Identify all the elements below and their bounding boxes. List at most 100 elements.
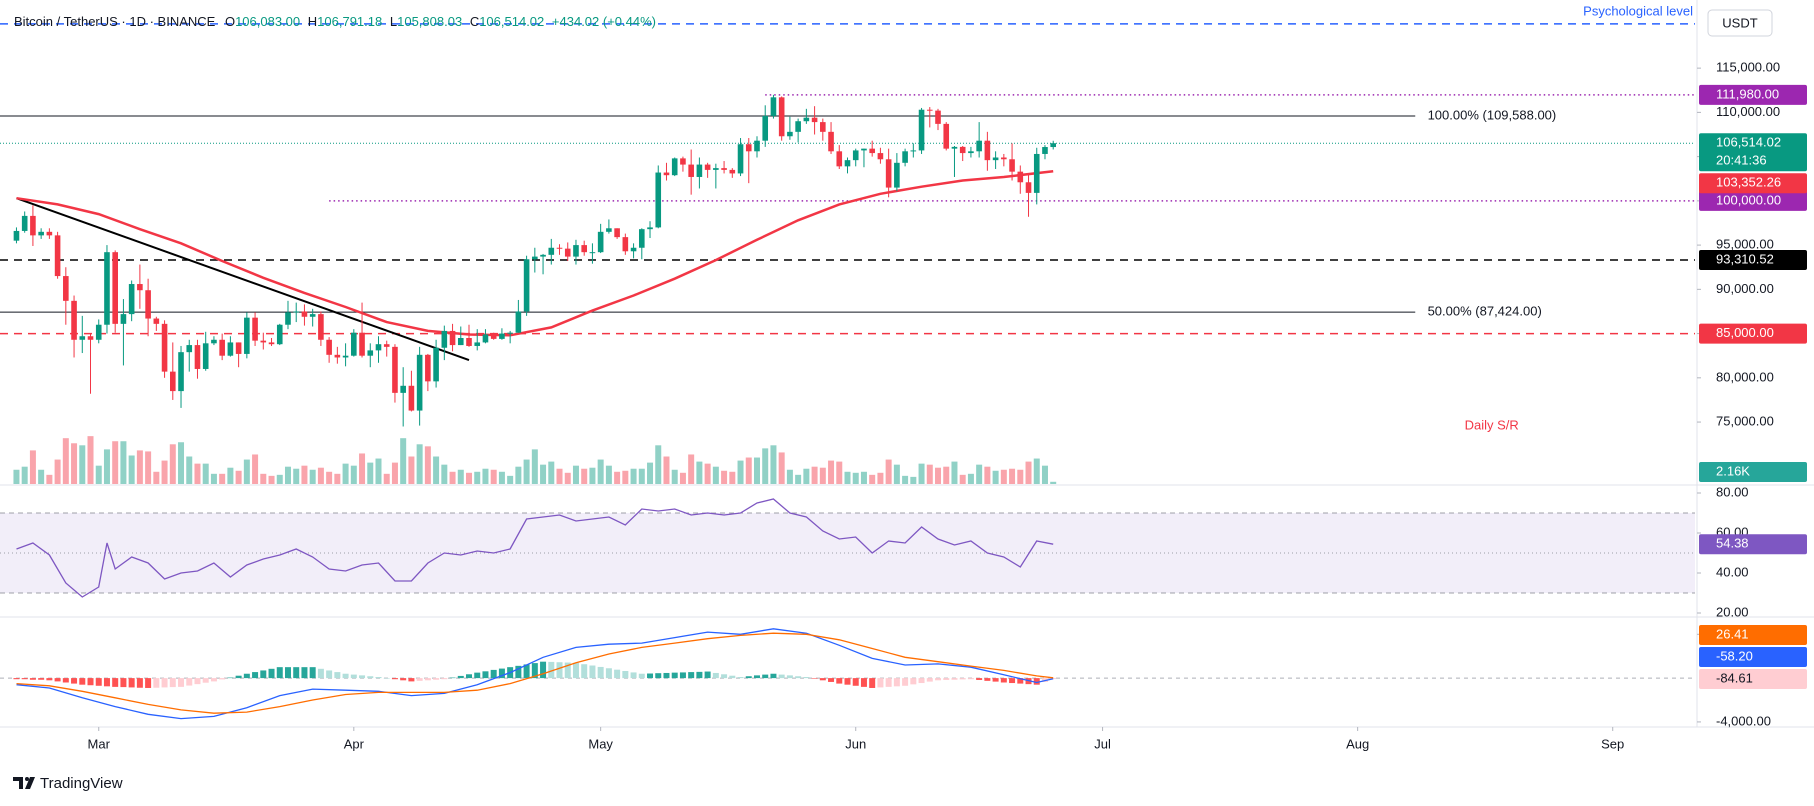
- candle-body: [754, 140, 760, 152]
- candle-body: [721, 168, 727, 170]
- candle-body: [392, 346, 398, 393]
- candle-body: [902, 151, 908, 163]
- candle-body: [713, 168, 719, 170]
- macd-line: [16, 628, 1054, 720]
- volume-bar: [762, 448, 769, 484]
- candle-body: [647, 227, 653, 230]
- volume-bar: [441, 464, 448, 484]
- histogram-bar: [597, 666, 604, 679]
- y-tick-label: 110,000.00: [1716, 104, 1780, 119]
- volume-bar: [235, 470, 242, 484]
- volume-bar: [95, 465, 102, 484]
- histogram-bar: [910, 678, 917, 685]
- histogram-bar: [383, 678, 390, 679]
- candle-body: [334, 354, 341, 358]
- volume-bar: [449, 471, 456, 484]
- histogram-bar: [614, 669, 621, 679]
- histogram-bar: [630, 672, 637, 679]
- volume-bar: [29, 450, 36, 484]
- volume-bar: [589, 467, 596, 484]
- histogram-bar: [210, 678, 217, 682]
- histogram-bar: [54, 678, 61, 682]
- volume-bar: [178, 442, 185, 484]
- volume-bar: [572, 465, 579, 484]
- histogram-bar: [860, 678, 867, 687]
- price-badge: [1699, 534, 1807, 555]
- histogram-bar: [194, 678, 201, 685]
- histogram-bar: [62, 678, 69, 683]
- volume-bar: [243, 459, 250, 484]
- plot-area: Psychological level 100.00% (109,588.00) 5…: [0, 3, 1695, 720]
- volume-bar: [457, 469, 464, 484]
- candle-body: [128, 284, 135, 315]
- candle-body: [671, 158, 678, 176]
- histogram-bar: [638, 673, 645, 679]
- histogram-bar: [235, 675, 242, 679]
- histogram-bar: [350, 674, 357, 679]
- volume-bar: [548, 461, 555, 484]
- volume-bar: [326, 471, 333, 484]
- candle-body: [1025, 182, 1032, 193]
- candle-body: [482, 334, 489, 343]
- histogram-bar: [893, 678, 900, 687]
- histogram-bar: [449, 677, 456, 679]
- histogram-bar: [128, 678, 135, 688]
- histogram-bar: [13, 678, 20, 680]
- histogram-bar: [581, 664, 588, 679]
- volume-bar: [647, 462, 654, 484]
- badge-label: 93,310.52: [1716, 251, 1774, 266]
- fib-label: 100.00% (109,588.00): [1428, 107, 1557, 122]
- histogram-bar: [795, 676, 802, 679]
- brand-logo: TradingView: [13, 775, 123, 792]
- symbol: Bitcoin / TetherUS · 1D · BINANCE: [14, 14, 216, 29]
- volume-bar: [161, 460, 168, 484]
- volume-bar: [1025, 461, 1032, 484]
- candle-body: [573, 245, 579, 257]
- histogram-bar: [712, 672, 719, 679]
- y-tick-label: 80.00: [1716, 484, 1749, 499]
- badge-label: 26.41: [1716, 626, 1749, 641]
- candle-body: [926, 109, 933, 111]
- candle-body: [408, 385, 415, 411]
- histogram-bar: [655, 673, 662, 679]
- histogram-bar: [943, 678, 950, 680]
- high-value: 106,791.18: [317, 14, 382, 29]
- volume-bar: [309, 469, 316, 484]
- histogram-bar: [326, 670, 333, 679]
- volume-bar: [819, 467, 826, 484]
- candle-body: [137, 284, 143, 291]
- candle-body: [1050, 143, 1057, 148]
- candle-body: [54, 235, 61, 277]
- histogram-bar: [367, 676, 374, 679]
- histogram-bar: [87, 678, 94, 686]
- volume-bar: [466, 472, 473, 484]
- histogram-bar: [466, 674, 473, 679]
- volume-bar: [902, 475, 909, 484]
- candle-body: [326, 339, 332, 355]
- candle-body: [597, 231, 604, 253]
- volume-bar: [811, 466, 818, 484]
- change: +434.02 (+0.44%): [552, 14, 656, 29]
- currency[interactable]: USDT: [1722, 15, 1757, 30]
- currency-box[interactable]: [1707, 9, 1773, 37]
- histogram-bar: [721, 674, 728, 679]
- histogram-bar: [926, 678, 933, 682]
- candle-body: [145, 290, 151, 319]
- volume-bar: [342, 463, 349, 484]
- volume-bar: [13, 469, 20, 484]
- candle-body: [1001, 157, 1007, 160]
- volume-bar: [753, 457, 760, 484]
- volume-bar: [943, 466, 950, 484]
- histogram-bar: [523, 664, 530, 679]
- volume-bar: [252, 454, 259, 484]
- candle-body: [235, 342, 242, 354]
- volume-bar: [967, 473, 974, 484]
- volume-bar: [992, 470, 999, 484]
- volume-bar: [614, 471, 621, 484]
- candle-body: [13, 230, 20, 241]
- candle-body: [564, 248, 571, 257]
- histogram-bar: [622, 670, 629, 679]
- volume-bar: [219, 473, 226, 484]
- volume-bar: [367, 462, 374, 484]
- candle-body: [318, 314, 324, 340]
